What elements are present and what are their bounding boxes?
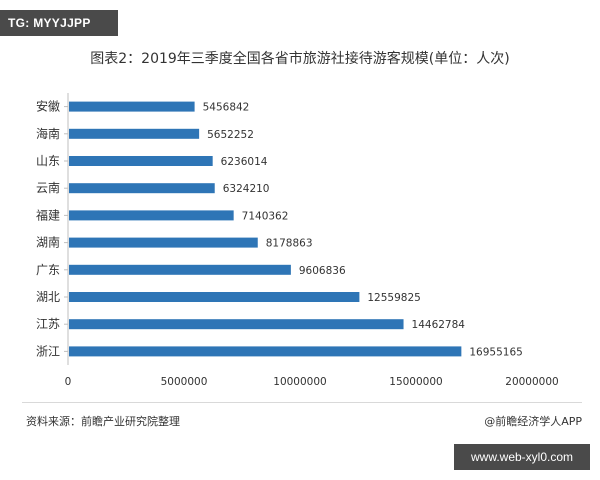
category-label: 浙江 <box>36 344 60 358</box>
bar <box>69 237 258 248</box>
bar <box>69 183 215 194</box>
data-label: 14462784 <box>412 319 466 331</box>
category-label: 湖北 <box>36 289 60 304</box>
bar <box>69 264 291 275</box>
data-label: 7140362 <box>242 210 289 222</box>
bar <box>69 101 195 112</box>
x-tick-label: 10000000 <box>273 376 326 388</box>
category-label: 福建 <box>36 207 60 222</box>
x-tick-label: 15000000 <box>389 376 442 388</box>
data-label: 12559825 <box>367 292 420 304</box>
url-badge: www.web-xyl0.com <box>454 444 590 470</box>
bar <box>69 346 462 357</box>
data-label: 5652252 <box>207 129 254 141</box>
tg-badge: TG: MYYJJPP <box>0 10 118 36</box>
source-note: 资料来源：前瞻产业研究院整理 <box>26 415 180 428</box>
data-label: 6324210 <box>223 183 270 195</box>
category-label: 海南 <box>36 126 60 141</box>
credit-note: @前瞻经济学人APP <box>484 415 582 428</box>
category-label: 江苏 <box>36 317 60 331</box>
x-tick-label: 5000000 <box>161 376 208 388</box>
bar <box>69 128 200 139</box>
bar <box>69 319 404 330</box>
category-label: 山东 <box>36 154 60 168</box>
x-tick-label: 0 <box>65 376 72 388</box>
bar <box>69 210 234 221</box>
data-label: 16955165 <box>469 346 522 358</box>
data-label: 5456842 <box>203 102 250 114</box>
bar <box>69 156 213 166</box>
data-label: 9606836 <box>299 265 346 277</box>
category-label: 广东 <box>36 263 60 277</box>
category-label: 湖南 <box>36 235 60 250</box>
category-label: 云南 <box>36 180 60 195</box>
data-label: 8178863 <box>266 238 313 250</box>
footer-divider <box>22 402 582 403</box>
chart-title: 图表2：2019年三季度全国各省市旅游社接待游客规模(单位：人次) <box>90 51 510 67</box>
bar <box>69 292 360 302</box>
category-label: 安徽 <box>36 99 60 114</box>
x-tick-label: 20000000 <box>505 376 558 388</box>
data-label: 6236014 <box>221 156 268 168</box>
